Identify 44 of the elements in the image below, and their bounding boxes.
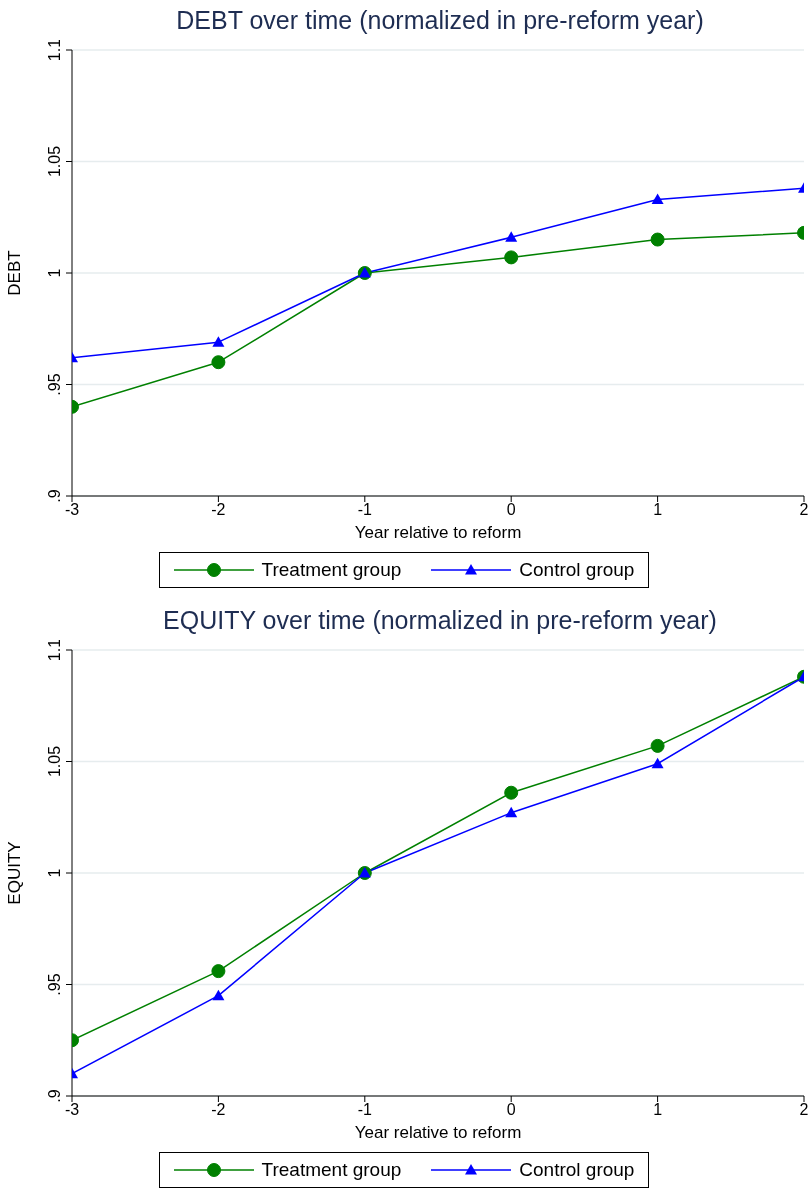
x-tick-label: 0 xyxy=(506,1101,516,1119)
x-tick-label: -1 xyxy=(357,501,373,519)
y-tick-label: 1.05 xyxy=(46,745,63,778)
y-tick-label: 1 xyxy=(46,268,63,278)
y-axis-title: DEBT xyxy=(5,250,25,296)
x-tick-label: 2 xyxy=(799,501,809,519)
point xyxy=(651,193,664,204)
x-tick-label: -1 xyxy=(357,1101,373,1119)
legend-label: Control group xyxy=(519,1159,635,1181)
x-axis-title: Year relative to reform xyxy=(354,523,522,542)
legend-label: Treatment group xyxy=(261,559,402,581)
y-tick-label: .9 xyxy=(46,1089,63,1103)
x-tick-label: -2 xyxy=(211,1101,226,1119)
y-tick-label: .95 xyxy=(46,973,63,996)
point xyxy=(211,355,226,370)
x-tick-label: 2 xyxy=(799,1101,809,1119)
y-tick-label: .9 xyxy=(46,489,63,503)
point xyxy=(505,231,518,242)
point xyxy=(505,806,518,818)
point xyxy=(212,336,225,347)
x-tick-label: -3 xyxy=(64,501,80,519)
y-tick-label: .95 xyxy=(46,373,63,396)
x-axis-title: Year relative to reform xyxy=(354,1123,522,1142)
y-tick-label: 1 xyxy=(46,868,63,878)
point xyxy=(211,964,226,979)
y-tick-label: 1.1 xyxy=(46,38,63,62)
y-tick-label: 1.1 xyxy=(46,638,63,662)
x-tick-label: -2 xyxy=(211,501,226,519)
chart-title: EQUITY over time (normalized in pre-reform year) xyxy=(162,606,718,635)
point xyxy=(504,250,519,265)
x-tick-label: 0 xyxy=(506,501,516,519)
legend-label: Treatment group xyxy=(261,1159,402,1181)
y-tick-label: 1.05 xyxy=(46,145,63,178)
point xyxy=(212,989,225,1001)
point xyxy=(650,738,665,753)
x-tick-label: 1 xyxy=(653,501,663,519)
point xyxy=(650,232,665,247)
x-tick-label: 1 xyxy=(653,1101,663,1119)
x-tick-label: -3 xyxy=(64,1101,80,1119)
point xyxy=(651,757,664,769)
legend-label: Control group xyxy=(519,559,635,581)
y-axis-title: EQUITY xyxy=(5,841,25,905)
point xyxy=(504,785,519,800)
chart-title: DEBT over time (normalized in pre-reform year) xyxy=(175,6,705,35)
